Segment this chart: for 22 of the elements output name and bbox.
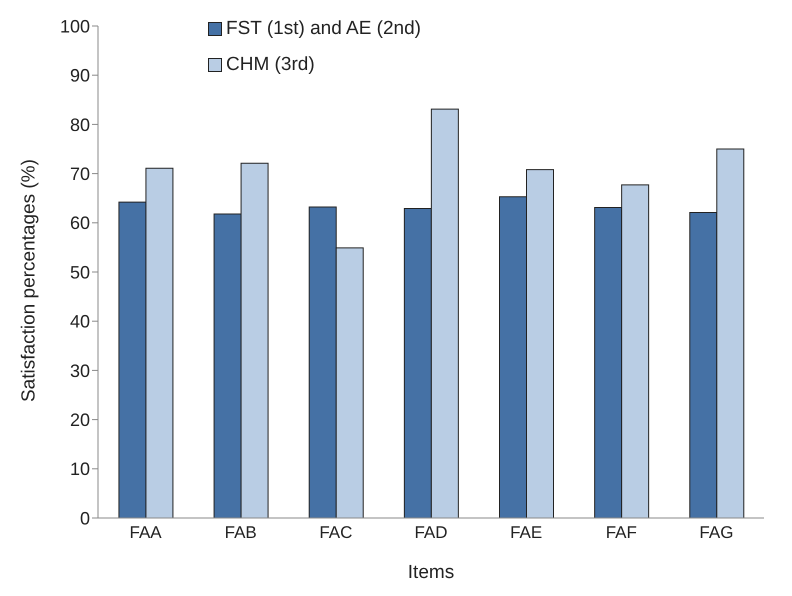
y-tick-label: 30: [70, 360, 90, 381]
y-tick-label: 0: [80, 508, 90, 528]
x-tick-label: FAA: [130, 523, 162, 542]
x-tick-label: FAC: [319, 523, 352, 542]
y-tick-label: 90: [70, 66, 90, 86]
y-tick-label: 40: [70, 312, 90, 332]
x-tick-label: FAF: [606, 523, 637, 542]
x-tick-label: FAE: [510, 523, 542, 542]
legend-label: CHM (3rd): [226, 54, 315, 76]
y-tick-label: 50: [70, 262, 90, 282]
y-tick-label: 10: [70, 459, 90, 480]
y-tick-label: 60: [70, 213, 90, 234]
x-tick-label: FAB: [224, 523, 257, 542]
y-tick-label: 100: [60, 16, 90, 36]
y-tick-label: 80: [70, 114, 90, 135]
y-tick-label: 70: [70, 164, 90, 184]
y-axis-title: Satisfaction percentages (%): [18, 159, 40, 402]
x-axis-title: Items: [408, 562, 454, 583]
y-tick-label: 20: [70, 410, 90, 430]
x-tick-label: FAD: [414, 523, 448, 542]
x-tick-label: FAG: [699, 523, 734, 542]
legend-label: FST (1st) and AE (2nd): [226, 18, 422, 40]
